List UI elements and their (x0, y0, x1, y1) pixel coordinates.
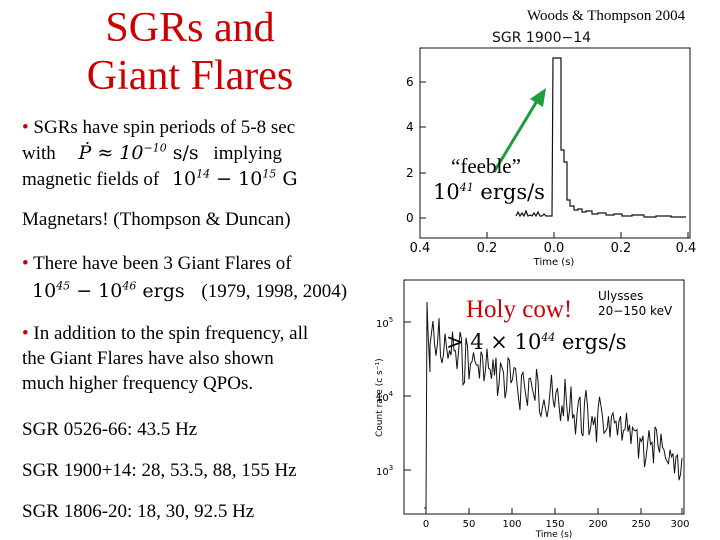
holy-cow-label: Holy cow! (466, 296, 573, 323)
energy-unit: ergs (142, 280, 185, 302)
arrow-head-icon (530, 88, 546, 107)
top-light-curve-trace (515, 57, 686, 218)
pdot-exponent: −10 (143, 141, 167, 155)
title-line-1: SGRs and (105, 5, 275, 51)
bottom-x-ticks (425, 508, 683, 514)
sgr-1900-line: SGR 1900+14: 28, 53.5, 88, 155 Hz (22, 460, 297, 481)
bottom-light-curve-trace (424, 301, 683, 509)
feeble-energy: 1041 ergs/s (433, 180, 545, 204)
top-ytick-0: 0 (406, 211, 414, 225)
pdot-equation: Ṗ ≈ 10−10 s/s (79, 142, 199, 164)
bottom-xtick-300: 300 (670, 519, 689, 530)
top-xtick-3: 0.0 (544, 241, 565, 256)
bullet-3-symbol: • (22, 323, 29, 344)
title-line-2: Giant Flares (86, 53, 294, 99)
bottom-ytick-1e4: 104 (376, 390, 394, 404)
giant-flare-energy: > 4 × 1044 ergs/s (446, 330, 627, 354)
bottom-xtick-100: 100 (502, 519, 521, 530)
feeble-energy-unit: ergs/s (480, 180, 545, 204)
giant-flare-energy-prefix: > 4 × 10 (446, 330, 542, 354)
bullet-1-line-1: • SGRs have spin periods of 5-8 sec (22, 116, 295, 140)
bullet-2-symbol: • (22, 253, 29, 274)
bullet-1-fields-prefix: magnetic fields of (22, 169, 160, 190)
bullet-1-implying: implying (213, 143, 283, 164)
field-mid: − 10 (210, 168, 263, 190)
top-xtick-5: 0.4 (676, 241, 697, 256)
bullet-3-line-3: much higher frequency QPOs. (22, 373, 254, 394)
bottom-light-curve-plot: Ulysses 20−150 keV 105 104 103 Count rat… (375, 279, 690, 538)
bottom-xtick-50: 50 (463, 519, 476, 530)
sgr-1806-line: SGR 1806-20: 18, 30, 92.5 Hz (22, 501, 255, 522)
bottom-xtick-250: 250 (631, 519, 650, 530)
sgr-0526-line: SGR 0526-66: 43.5 Hz (22, 419, 198, 440)
feeble-energy-base: 10 (433, 180, 460, 204)
top-plot-label: SGR 1900−14 (492, 30, 591, 46)
field-range: 1014 − 1015 G (172, 168, 298, 190)
slide-title: SGRs and Giant Flares (40, 4, 340, 100)
bullet-3-line-2: the Giant Flares have also shown (22, 348, 274, 369)
top-plot-frame (419, 47, 691, 239)
top-xtick-4: 0.2 (611, 241, 632, 256)
energy-exp-2: 46 (122, 279, 137, 293)
bottom-xtick-150: 150 (545, 519, 564, 530)
giant-flare-energy-unit: ergs/s (562, 330, 627, 354)
bottom-ytick-1e5: 105 (376, 316, 393, 330)
field-base-1: 10 (171, 168, 197, 190)
feeble-energy-exp: 41 (459, 181, 474, 194)
bottom-y-ticks (404, 321, 411, 471)
credit: Woods & Thompson 2004 (527, 8, 686, 24)
bullet-3-text: In addition to the spin frequency, all (33, 323, 309, 344)
bullet-2-line-2: 1045 − 1046 ergs (1979, 1998, 2004) (32, 279, 347, 304)
top-ytick-2: 2 (406, 166, 414, 180)
top-xtick-2: 0.2 (477, 241, 498, 256)
top-xtick-1: 0.4 (410, 241, 431, 256)
pdot-base: Ṗ ≈ 10 (78, 142, 144, 164)
bullet-1-line-3: magnetic fields of 1014 − 1015 G (22, 167, 298, 192)
bottom-ylabel: Count rate (c s⁻¹) (375, 358, 385, 437)
giant-flare-energy-exp: 44 (541, 331, 556, 344)
field-unit: G (282, 168, 298, 190)
bottom-xtick-200: 200 (588, 519, 607, 530)
feeble-label: “feeble” (451, 154, 521, 178)
energy-range: 1045 − 1046 ergs (32, 280, 185, 302)
bottom-xlabel: Time (s) (535, 530, 573, 538)
top-y-ticks (420, 81, 426, 219)
bottom-plot-label-2: 20−150 keV (598, 304, 673, 318)
top-light-curve-plot: SGR 1900−14 0 2 4 6 0.4 0.2 0.0 0.2 0.4 … (406, 30, 697, 268)
bullet-1-line-2: with Ṗ ≈ 10−10 s/s implying (22, 141, 282, 166)
giant-flare-years: (1979, 1998, 2004) (201, 281, 348, 302)
bottom-xtick-0: 0 (423, 519, 429, 530)
energy-base-1: 10 (32, 280, 57, 302)
bullet-1-text: SGRs have spin periods of 5-8 sec (33, 117, 296, 138)
energy-exp-1: 45 (56, 279, 71, 293)
bullet-1-with: with (22, 143, 56, 164)
bottom-plot-frame (403, 279, 685, 515)
bullet-2-line-1: • There have been 3 Giant Flares of (22, 252, 292, 276)
bottom-plot-label-1: Ulysses (598, 289, 643, 303)
top-ytick-4: 4 (406, 120, 414, 134)
top-x-ticks (419, 232, 689, 238)
bottom-ytick-1e3: 103 (376, 464, 393, 478)
magnetars-line: Magnetars! (Thompson & Duncan) (22, 209, 291, 230)
top-xlabel: Time (s) (533, 257, 575, 268)
arrow-line (492, 95, 542, 173)
top-ytick-6: 6 (406, 75, 414, 89)
field-exp-2: 15 (262, 167, 277, 181)
bullet-1-symbol: • (22, 117, 29, 138)
pdot-unit: s/s (172, 142, 199, 164)
field-exp-1: 14 (196, 167, 211, 181)
bullet-2-text: There have been 3 Giant Flares of (33, 253, 292, 274)
bullet-3-line-1: • In addition to the spin frequency, all (22, 322, 308, 346)
energy-mid: − 10 (70, 280, 123, 302)
